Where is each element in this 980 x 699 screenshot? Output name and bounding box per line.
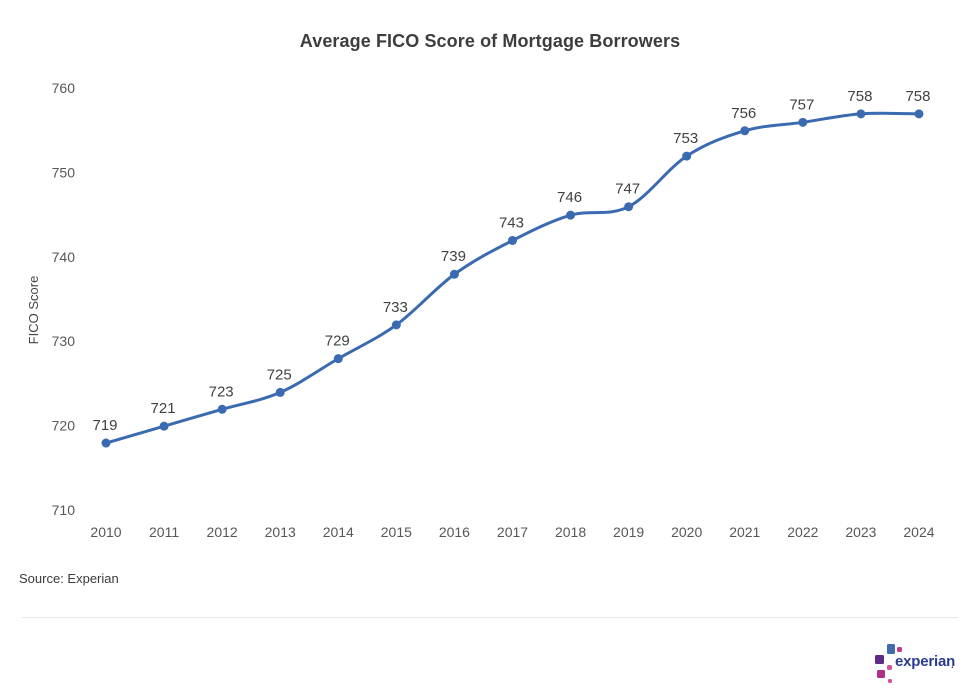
data-point-label: 723	[209, 383, 234, 400]
logo-square-blue	[887, 644, 895, 654]
x-tick-label: 2017	[497, 524, 528, 540]
data-point-label: 725	[267, 366, 292, 383]
x-tick-label: 2016	[439, 524, 470, 540]
x-tick-label: 2023	[845, 524, 876, 540]
data-point-label: 739	[441, 248, 466, 265]
y-axis-title: FICO Score	[26, 276, 41, 345]
x-tick-label: 2019	[613, 524, 644, 540]
logo-square-pink-small	[887, 665, 892, 670]
y-tick-label: 710	[52, 502, 76, 518]
x-tick-label: 2022	[787, 524, 818, 540]
logo-square-pink-tiny	[888, 679, 892, 683]
data-point-label: 757	[789, 96, 814, 113]
experian-logo: experian .	[875, 641, 965, 687]
data-point	[740, 126, 750, 136]
logo-trademark-dot: .	[951, 660, 954, 671]
source-note: Source: Experian	[19, 571, 119, 586]
x-tick-label: 2018	[555, 524, 586, 540]
data-point-label: 721	[151, 400, 176, 417]
data-point-label: 758	[847, 88, 872, 105]
data-point	[566, 210, 576, 220]
data-point	[449, 269, 459, 279]
data-point	[798, 117, 808, 127]
y-tick-label: 750	[52, 164, 76, 180]
x-tick-label: 2011	[149, 524, 179, 540]
data-point	[856, 109, 866, 119]
data-point	[914, 109, 924, 119]
x-tick-label: 2013	[265, 524, 296, 540]
logo-square-magenta-small	[897, 647, 902, 652]
data-point-label: 729	[325, 333, 350, 350]
chart-title: Average FICO Score of Mortgage Borrowers	[299, 31, 681, 51]
data-point	[682, 151, 692, 161]
data-point-label: 733	[383, 299, 408, 316]
x-tick-label: 2020	[671, 524, 702, 540]
data-point-label: 747	[615, 181, 640, 198]
y-tick-label: 730	[52, 333, 76, 349]
data-point	[624, 202, 634, 212]
data-point	[507, 235, 517, 245]
logo-square-purple	[875, 655, 884, 664]
y-tick-label: 760	[52, 80, 76, 96]
x-tick-label: 2010	[90, 524, 121, 540]
data-point-label: 753	[673, 130, 698, 147]
y-tick-label: 720	[52, 418, 76, 434]
data-point-label: 756	[731, 105, 756, 122]
data-point	[333, 354, 343, 364]
data-point	[217, 404, 227, 414]
data-point-label: 746	[557, 189, 582, 206]
data-point	[101, 438, 111, 448]
x-tick-label: 2021	[729, 524, 760, 540]
data-point	[159, 421, 169, 431]
logo-square-deep-magenta	[877, 670, 885, 678]
x-tick-label: 2024	[903, 524, 934, 540]
y-tick-label: 740	[52, 249, 76, 265]
x-tick-label: 2014	[323, 524, 354, 540]
data-point-label: 758	[905, 88, 930, 105]
footer-divider	[22, 617, 958, 618]
data-point-label: 743	[499, 214, 524, 231]
x-tick-label: 2012	[207, 524, 238, 540]
x-tick-label: 2015	[381, 524, 412, 540]
line-chart: 710 720 730 740 750 760 FICO Score 2010 2011 2012…	[26, 80, 935, 540]
data-point	[275, 387, 285, 397]
data-point-label: 719	[92, 417, 117, 434]
logo-text: experian	[895, 653, 956, 670]
data-point	[391, 320, 401, 330]
